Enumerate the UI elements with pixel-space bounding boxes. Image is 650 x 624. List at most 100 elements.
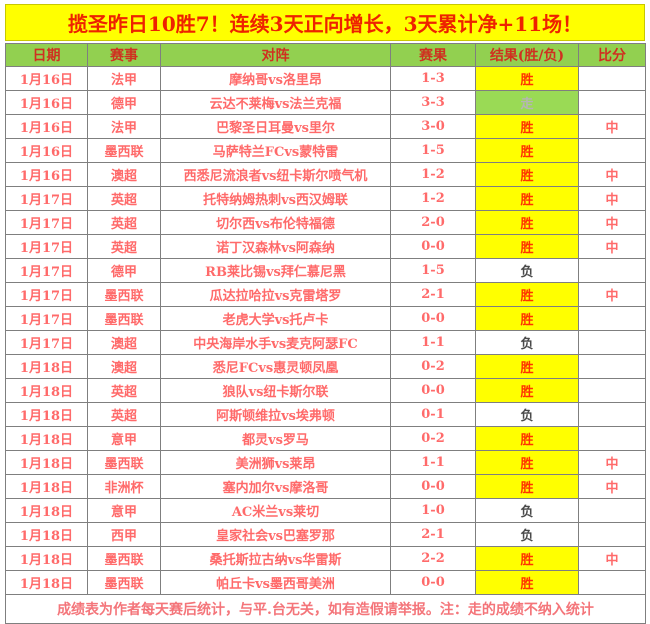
league-cell: 英超 bbox=[87, 186, 161, 211]
table-row: 1月17日 墨西联 老虎大学vs托卢卡 0-0 胜 bbox=[5, 306, 646, 331]
result-badge-cell: 胜 bbox=[475, 546, 579, 571]
fixture-cell: 桑托斯拉古纳vs华雷斯 bbox=[160, 546, 391, 571]
result-badge-cell: 胜 bbox=[475, 234, 579, 259]
match-date-cell: 1月18日 bbox=[5, 354, 88, 379]
result-badge-cell: 胜 bbox=[475, 138, 579, 163]
result-badge-cell: 负 bbox=[475, 258, 579, 283]
pick-marker-cell: 中 bbox=[578, 210, 646, 235]
match-date-cell: 1月16日 bbox=[5, 66, 88, 91]
pick-marker-cell: 中 bbox=[578, 474, 646, 499]
final-score-cell: 1-1 bbox=[390, 450, 476, 475]
fixture-cell: 云达不莱梅vs法兰克福 bbox=[160, 90, 391, 115]
result-badge-cell: 负 bbox=[475, 522, 579, 547]
result-badge-cell: 胜 bbox=[475, 570, 579, 595]
pick-marker-cell: 中 bbox=[578, 114, 646, 139]
column-header-match: 对阵 bbox=[160, 43, 391, 67]
table-row: 1月17日 墨西联 瓜达拉哈拉vs克雷塔罗 2-1 胜中 bbox=[5, 282, 646, 307]
final-score-cell: 1-2 bbox=[390, 186, 476, 211]
result-badge-cell: 胜 bbox=[475, 474, 579, 499]
final-score-cell: 1-2 bbox=[390, 162, 476, 187]
match-date-cell: 1月18日 bbox=[5, 402, 88, 427]
league-cell: 澳超 bbox=[87, 162, 161, 187]
fixture-cell: 巴黎圣日耳曼vs里尔 bbox=[160, 114, 391, 139]
match-date-cell: 1月16日 bbox=[5, 162, 88, 187]
column-header-league: 赛事 bbox=[87, 43, 161, 67]
match-date-cell: 1月16日 bbox=[5, 114, 88, 139]
match-results-table: 日期 赛事 对阵 赛果 结果(胜/负) 比分 1月16日 法甲 摩纳哥vs洛里昂 1-… bbox=[5, 43, 646, 624]
final-score-cell: 1-1 bbox=[390, 330, 476, 355]
league-cell: 英超 bbox=[87, 234, 161, 259]
league-cell: 意甲 bbox=[87, 426, 161, 451]
pick-marker-cell bbox=[578, 330, 646, 355]
match-date-cell: 1月17日 bbox=[5, 210, 88, 235]
league-cell: 澳超 bbox=[87, 330, 161, 355]
fixture-cell: 切尔西vs布伦特福德 bbox=[160, 210, 391, 235]
match-date-cell: 1月18日 bbox=[5, 474, 88, 499]
pick-marker-cell bbox=[578, 90, 646, 115]
final-score-cell: 1-5 bbox=[390, 258, 476, 283]
final-score-cell: 0-0 bbox=[390, 378, 476, 403]
match-date-cell: 1月18日 bbox=[5, 498, 88, 523]
pick-marker-cell bbox=[578, 570, 646, 595]
fixture-cell: AC米兰vs莱切 bbox=[160, 498, 391, 523]
league-cell: 墨西联 bbox=[87, 546, 161, 571]
final-score-cell: 0-2 bbox=[390, 354, 476, 379]
match-date-cell: 1月17日 bbox=[5, 186, 88, 211]
fixture-cell: 狼队vs纽卡斯尔联 bbox=[160, 378, 391, 403]
final-score-cell: 1-0 bbox=[390, 498, 476, 523]
league-cell: 墨西联 bbox=[87, 306, 161, 331]
fixture-cell: 摩纳哥vs洛里昂 bbox=[160, 66, 391, 91]
pick-marker-cell bbox=[578, 138, 646, 163]
fixture-cell: RB莱比锡vs拜仁慕尼黑 bbox=[160, 258, 391, 283]
result-badge-cell: 胜 bbox=[475, 282, 579, 307]
result-badge-cell: 胜 bbox=[475, 426, 579, 451]
result-badge-cell: 走 bbox=[475, 90, 579, 115]
fixture-cell: 阿斯顿维拉vs埃弗顿 bbox=[160, 402, 391, 427]
result-badge-cell: 胜 bbox=[475, 378, 579, 403]
league-cell: 墨西联 bbox=[87, 450, 161, 475]
result-badge-cell: 负 bbox=[475, 402, 579, 427]
match-date-cell: 1月16日 bbox=[5, 138, 88, 163]
final-score-cell: 0-0 bbox=[390, 474, 476, 499]
fixture-cell: 帕丘卡vs墨西哥美洲 bbox=[160, 570, 391, 595]
result-badge-cell: 胜 bbox=[475, 186, 579, 211]
result-badge-cell: 胜 bbox=[475, 210, 579, 235]
table-row: 1月18日 澳超 悉尼FCvs惠灵顿凤凰 0-2 胜 bbox=[5, 354, 646, 379]
final-score-cell: 2-1 bbox=[390, 282, 476, 307]
league-cell: 墨西联 bbox=[87, 282, 161, 307]
pick-marker-cell bbox=[578, 66, 646, 91]
pick-marker-cell bbox=[578, 498, 646, 523]
match-date-cell: 1月18日 bbox=[5, 522, 88, 547]
pick-marker-cell bbox=[578, 426, 646, 451]
final-score-cell: 0-0 bbox=[390, 234, 476, 259]
pick-marker-cell: 中 bbox=[578, 546, 646, 571]
table-row: 1月17日 英超 托特纳姆热刺vs西汉姆联 1-2 胜中 bbox=[5, 186, 646, 211]
result-badge-cell: 胜 bbox=[475, 450, 579, 475]
final-score-cell: 0-0 bbox=[390, 570, 476, 595]
final-score-cell: 0-2 bbox=[390, 426, 476, 451]
league-cell: 德甲 bbox=[87, 90, 161, 115]
fixture-cell: 悉尼FCvs惠灵顿凤凰 bbox=[160, 354, 391, 379]
table-row: 1月16日 墨西联 马萨特兰FCvs蒙特雷 1-5 胜 bbox=[5, 138, 646, 163]
final-score-cell: 1-5 bbox=[390, 138, 476, 163]
fixture-cell: 塞内加尔vs摩洛哥 bbox=[160, 474, 391, 499]
match-date-cell: 1月18日 bbox=[5, 546, 88, 571]
league-cell: 德甲 bbox=[87, 258, 161, 283]
fixture-cell: 中央海岸水手vs麦克阿瑟FC bbox=[160, 330, 391, 355]
table-row: 1月17日 澳超 中央海岸水手vs麦克阿瑟FC 1-1 负 bbox=[5, 330, 646, 355]
table-header-row: 日期 赛事 对阵 赛果 结果(胜/负) 比分 bbox=[5, 43, 646, 67]
match-date-cell: 1月16日 bbox=[5, 90, 88, 115]
stats-sheet-page: 揽圣昨日10胜7！连续3天正向增长，3天累计净+11场！ 日期 赛事 对阵 赛果… bbox=[5, 4, 646, 624]
table-row: 1月16日 澳超 西悉尼流浪者vs纽卡斯尔喷气机 1-2 胜中 bbox=[5, 162, 646, 187]
match-date-cell: 1月17日 bbox=[5, 330, 88, 355]
table-footer-row: 成绩表为作者每天赛后统计，与平.台无关，如有造假请举报。注：走的成绩不纳入统计 bbox=[5, 594, 646, 624]
match-date-cell: 1月17日 bbox=[5, 306, 88, 331]
league-cell: 墨西联 bbox=[87, 570, 161, 595]
pick-marker-cell: 中 bbox=[578, 162, 646, 187]
league-cell: 澳超 bbox=[87, 354, 161, 379]
result-badge-cell: 胜 bbox=[475, 162, 579, 187]
league-cell: 英超 bbox=[87, 402, 161, 427]
table-row: 1月17日 英超 诺丁汉森林vs阿森纳 0-0 胜中 bbox=[5, 234, 646, 259]
table-row: 1月17日 英超 切尔西vs布伦特福德 2-0 胜中 bbox=[5, 210, 646, 235]
result-badge-cell: 负 bbox=[475, 498, 579, 523]
